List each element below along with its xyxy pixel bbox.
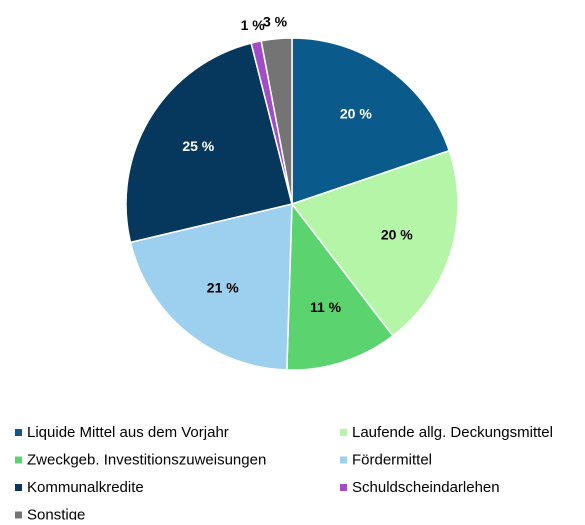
legend-swatch	[15, 484, 22, 491]
value-label: 25 %	[182, 138, 214, 154]
legend-label: Laufende allg. Deckungsmittel	[352, 424, 553, 441]
pie-slice	[286, 201, 394, 371]
pie-slice	[290, 149, 459, 337]
legend-label: Liquide Mittel aus dem Vorjahr	[27, 424, 229, 441]
value-label: 11 %	[310, 299, 342, 315]
legend-label: Kommunalkredite	[27, 479, 144, 496]
legend-label: Zweckgeb. Investitionszuweisungen	[27, 451, 266, 468]
legend-swatch	[340, 456, 347, 464]
legend-label: Sonstige	[27, 506, 85, 520]
legend-swatch	[15, 511, 22, 519]
legend-swatch	[340, 484, 347, 491]
value-label: 20 %	[340, 106, 372, 122]
legend-label: Schuldscheindarlehen	[352, 479, 500, 496]
legend-swatch	[15, 456, 22, 464]
legend-swatch	[15, 429, 22, 436]
value-label: 21 %	[207, 280, 239, 296]
value-label: 3 %	[263, 13, 288, 29]
pie-slice	[125, 42, 293, 244]
value-label: 1 %	[241, 17, 266, 33]
pie-slice	[291, 37, 451, 206]
legend-swatch	[340, 429, 347, 436]
pie-slice	[260, 37, 293, 205]
legend-label: Fördermittel	[352, 451, 432, 468]
value-label: 20 %	[381, 227, 413, 243]
pie-slice	[129, 203, 293, 371]
